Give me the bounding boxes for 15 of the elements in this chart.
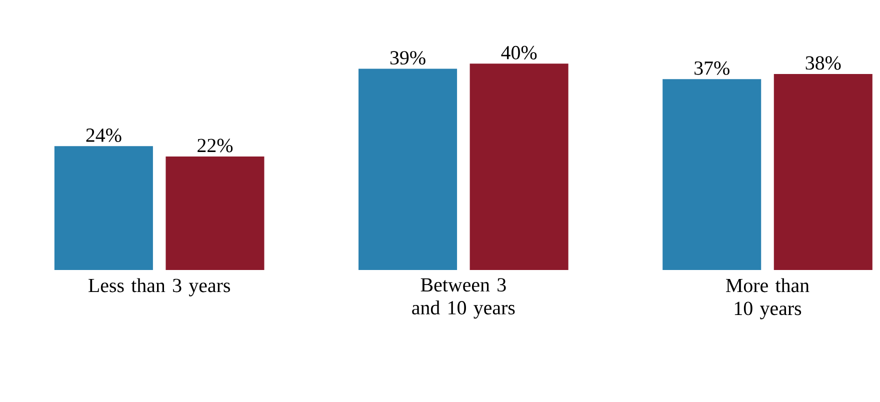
x-tick-label: More than 10 years xyxy=(726,278,810,320)
x-tick-label: Between 3 and 10 years xyxy=(412,278,515,319)
data-label: 37% xyxy=(694,61,730,75)
data-label: 24% xyxy=(86,128,122,142)
bar xyxy=(166,156,264,270)
bar xyxy=(470,64,568,270)
x-tick-label: Less than 3 years xyxy=(88,278,230,296)
bar xyxy=(358,68,458,270)
bar xyxy=(54,146,153,270)
bar xyxy=(662,79,762,270)
bar xyxy=(774,74,872,270)
data-label: 38% xyxy=(806,56,841,70)
data-label: 22% xyxy=(198,138,233,152)
data-label: 40% xyxy=(501,46,537,60)
data-label: 39% xyxy=(390,51,426,65)
